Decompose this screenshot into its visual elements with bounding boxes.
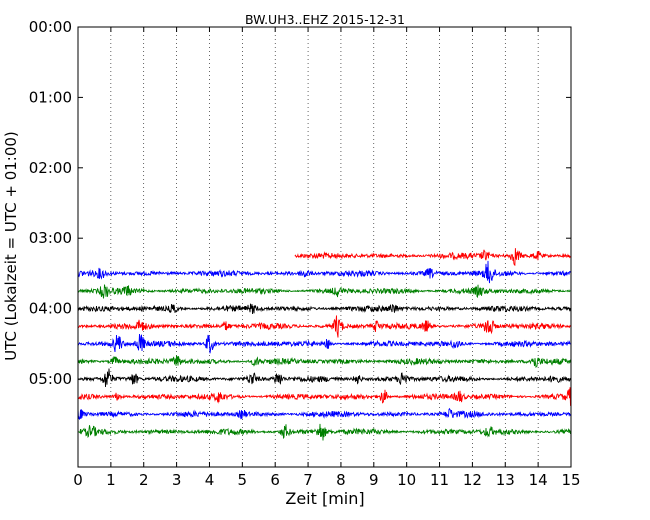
seismic-trace (294, 248, 572, 266)
seismic-trace (77, 284, 572, 299)
tick-layer: 0 1 2 3 4 5 6 7 8 9 10 11 12 13 14 1500:0001:0002:0003:… (29, 18, 581, 489)
seismic-trace (77, 407, 572, 421)
x-tick-label: 8 (336, 471, 346, 489)
seismic-trace (77, 260, 572, 284)
y-tick-label: 04:00 (29, 300, 72, 318)
y-tick-label: 00:00 (29, 18, 72, 36)
trace-layer (77, 248, 572, 441)
x-tick-label: 10 (397, 471, 416, 489)
x-tick-label: 13 (496, 471, 515, 489)
x-tick-label: 4 (205, 471, 215, 489)
seismic-trace (77, 368, 572, 387)
seismic-trace (77, 423, 572, 441)
x-tick-label: 9 (369, 471, 379, 489)
seismic-trace (77, 355, 572, 369)
x-tick-label: 15 (561, 471, 580, 489)
x-tick-label: 14 (529, 471, 548, 489)
x-tick-label: 2 (139, 471, 149, 489)
y-tick-label: 02:00 (29, 159, 72, 177)
plot-frame (77, 26, 572, 468)
x-axis-label: Zeit [min] (285, 489, 364, 508)
x-tick-label: 12 (463, 471, 482, 489)
seismic-trace (77, 387, 572, 406)
x-tick-label: 5 (238, 471, 248, 489)
seismic-trace (77, 333, 572, 354)
x-tick-label: 7 (303, 471, 313, 489)
seismic-trace (77, 315, 572, 338)
grid-lines (110, 27, 539, 467)
seismic-trace (77, 303, 572, 314)
y-axis-label: UTC (Lokalzeit = UTC + 01:00) (2, 131, 20, 361)
x-tick-label: 6 (270, 471, 280, 489)
x-tick-label: 1 (106, 471, 116, 489)
chart-title: BW.UH3..EHZ 2015-12-31 (245, 12, 405, 27)
y-tick-label: 03:00 (29, 229, 72, 247)
x-tick-label: 11 (430, 471, 449, 489)
x-tick-label: 0 (73, 471, 83, 489)
y-tick-label: 05:00 (29, 370, 72, 388)
x-tick-label: 3 (172, 471, 182, 489)
y-tick-label: 01:00 (29, 88, 72, 106)
